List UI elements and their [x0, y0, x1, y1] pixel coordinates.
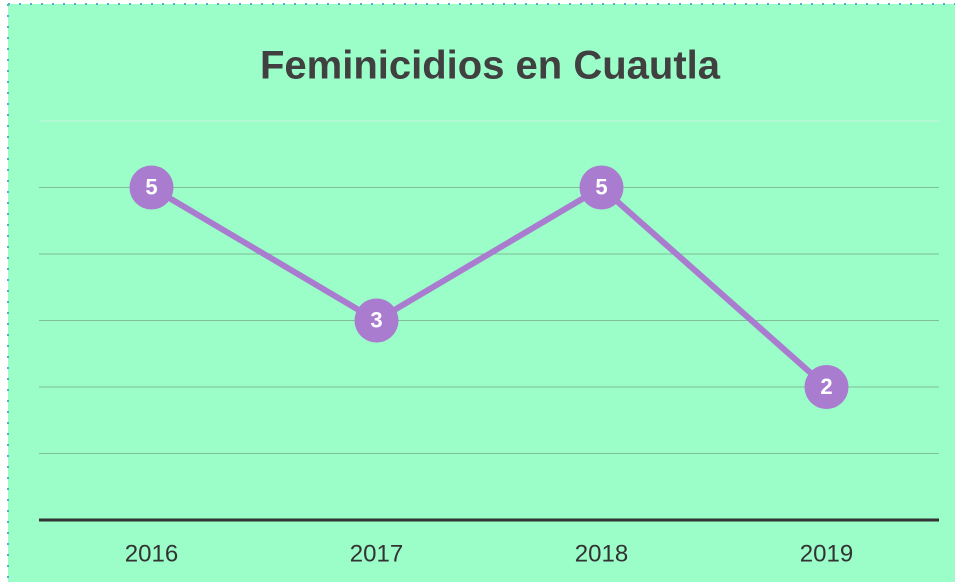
chart-background	[8, 4, 955, 582]
x-tick-label: 2019	[800, 540, 853, 567]
data-point	[579, 165, 624, 210]
data-label: 2	[820, 374, 832, 399]
data-point	[804, 365, 849, 409]
chart-title: Feminicidios en Cuautla	[260, 44, 721, 88]
x-tick-label: 2018	[575, 540, 628, 567]
data-line	[149, 184, 829, 390]
data-point	[129, 165, 174, 210]
data-label: 5	[595, 174, 607, 199]
data-label: 5	[145, 174, 157, 199]
data-point	[354, 298, 399, 343]
x-tick-label: 2017	[350, 540, 403, 567]
x-tick-label: 2016	[125, 540, 178, 567]
data-label: 3	[370, 307, 382, 332]
